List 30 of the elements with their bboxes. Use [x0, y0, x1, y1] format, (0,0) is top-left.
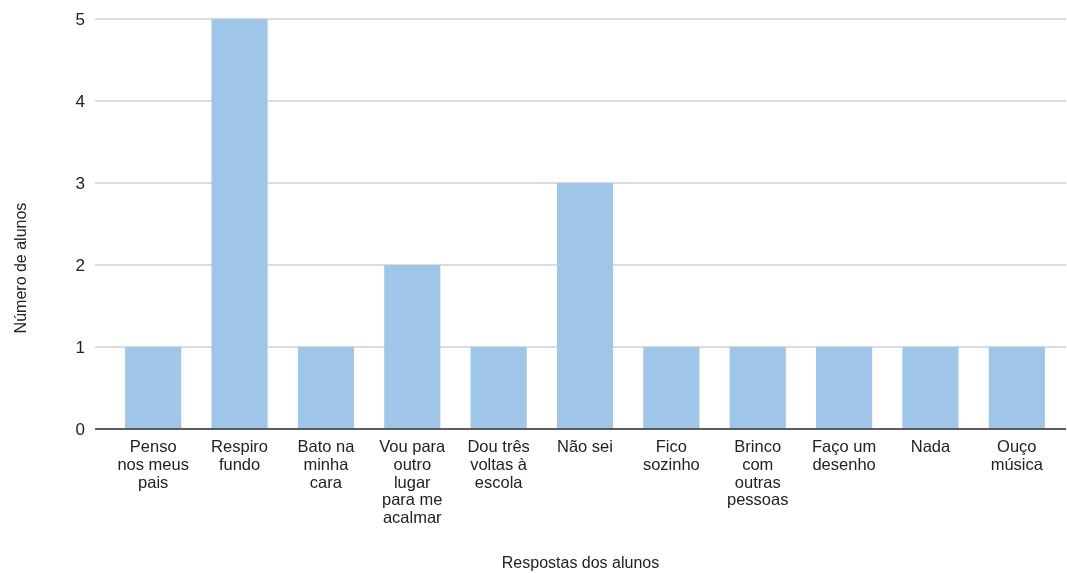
- x-tick-label: Dou três voltas à escola: [467, 437, 530, 491]
- y-tick-label: 5: [75, 9, 85, 29]
- x-tick-label: Faço um desenho: [812, 437, 877, 473]
- y-tick-label: 2: [75, 255, 85, 275]
- x-axis-title: Respostas dos alunos: [501, 554, 660, 571]
- y-axis-title: Número de alunos: [12, 202, 29, 334]
- x-tick-label: Ouço música: [990, 437, 1044, 473]
- x-tick-label: Nada: [910, 437, 951, 455]
- x-tick-label: Não sei: [557, 437, 613, 455]
- x-tick-label: Bato na minha cara: [297, 437, 356, 491]
- x-tick-label: Penso nos meus pais: [117, 437, 189, 491]
- bar: [902, 347, 959, 429]
- x-tick-label: Fico sozinho: [642, 437, 700, 473]
- bar: [384, 265, 441, 429]
- bar: [470, 347, 527, 429]
- bar: [816, 347, 873, 429]
- y-tick-label: 3: [75, 173, 85, 193]
- y-tick-label: 4: [75, 91, 85, 111]
- bar: [297, 347, 354, 429]
- y-tick-label: 1: [75, 337, 85, 357]
- bar: [643, 347, 700, 429]
- x-tick-label: Respiro fundo: [211, 437, 268, 473]
- bar: [729, 347, 786, 429]
- bar: [211, 19, 268, 429]
- bar: [988, 347, 1045, 429]
- x-tick-label: Brinco com outras pessoas: [726, 437, 789, 509]
- bar: [556, 183, 614, 429]
- y-tick-label: 0: [75, 419, 85, 439]
- bar: [125, 347, 182, 429]
- x-tick-label: Vou para outro lugar para me acalmar: [379, 437, 447, 527]
